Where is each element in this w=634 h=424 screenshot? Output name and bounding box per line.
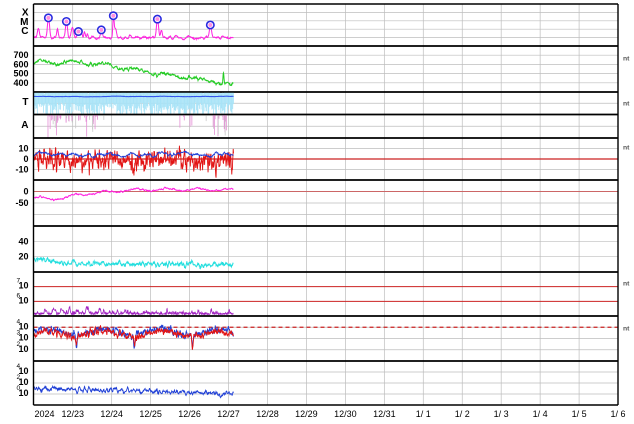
svg-text:1/ 4: 1/ 4 bbox=[533, 409, 548, 419]
svg-text:12/29: 12/29 bbox=[295, 409, 318, 419]
svg-text:-10: -10 bbox=[15, 165, 28, 175]
svg-text:4: 4 bbox=[17, 318, 21, 325]
svg-text:T: T bbox=[22, 97, 28, 108]
svg-text:6: 6 bbox=[17, 292, 21, 299]
svg-text:12/31: 12/31 bbox=[373, 409, 396, 419]
svg-text:12/23: 12/23 bbox=[61, 409, 84, 419]
svg-text:1/ 1: 1/ 1 bbox=[416, 409, 431, 419]
svg-text:12/30: 12/30 bbox=[334, 409, 357, 419]
svg-text:12/24: 12/24 bbox=[100, 409, 123, 419]
svg-text:0: 0 bbox=[23, 187, 28, 197]
svg-text:nt: nt bbox=[623, 101, 630, 108]
svg-text:40: 40 bbox=[18, 236, 28, 246]
svg-text:400: 400 bbox=[13, 78, 28, 88]
svg-text:nt: nt bbox=[623, 145, 630, 152]
svg-text:20: 20 bbox=[18, 252, 28, 262]
svg-text:7: 7 bbox=[17, 278, 21, 285]
svg-text:nt: nt bbox=[623, 326, 630, 333]
svg-text:1/ 2: 1/ 2 bbox=[455, 409, 470, 419]
svg-text:2: 2 bbox=[17, 374, 21, 381]
svg-text:10: 10 bbox=[18, 144, 28, 154]
svg-text:0: 0 bbox=[17, 385, 21, 392]
svg-text:nt: nt bbox=[623, 56, 630, 63]
svg-text:C: C bbox=[21, 26, 28, 37]
svg-text:12/28: 12/28 bbox=[256, 409, 279, 419]
svg-text:3: 3 bbox=[17, 330, 21, 337]
svg-text:12/27: 12/27 bbox=[217, 409, 240, 419]
svg-text:2024: 2024 bbox=[35, 409, 55, 419]
svg-text:1/ 6: 1/ 6 bbox=[611, 409, 626, 419]
svg-text:nt: nt bbox=[623, 281, 630, 288]
svg-text:1/ 3: 1/ 3 bbox=[494, 409, 509, 419]
svg-text:12/25: 12/25 bbox=[139, 409, 162, 419]
svg-text:4: 4 bbox=[17, 363, 21, 370]
svg-text:1/ 5: 1/ 5 bbox=[572, 409, 587, 419]
svg-text:-50: -50 bbox=[15, 198, 28, 208]
svg-text:A: A bbox=[21, 120, 28, 131]
svg-text:2: 2 bbox=[17, 341, 21, 348]
svg-text:0: 0 bbox=[23, 154, 28, 164]
svg-text:12/26: 12/26 bbox=[178, 409, 201, 419]
